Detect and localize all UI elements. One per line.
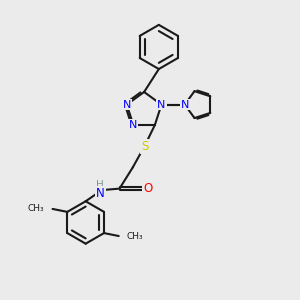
Text: H: H: [97, 180, 104, 190]
Text: CH₃: CH₃: [28, 204, 44, 213]
Text: N: N: [129, 120, 138, 130]
Text: N: N: [123, 100, 131, 110]
Text: CH₃: CH₃: [127, 232, 144, 241]
Text: O: O: [143, 182, 153, 195]
Text: S: S: [141, 140, 148, 153]
Text: N: N: [96, 187, 105, 200]
Text: N: N: [157, 100, 166, 110]
Text: N: N: [181, 100, 189, 110]
